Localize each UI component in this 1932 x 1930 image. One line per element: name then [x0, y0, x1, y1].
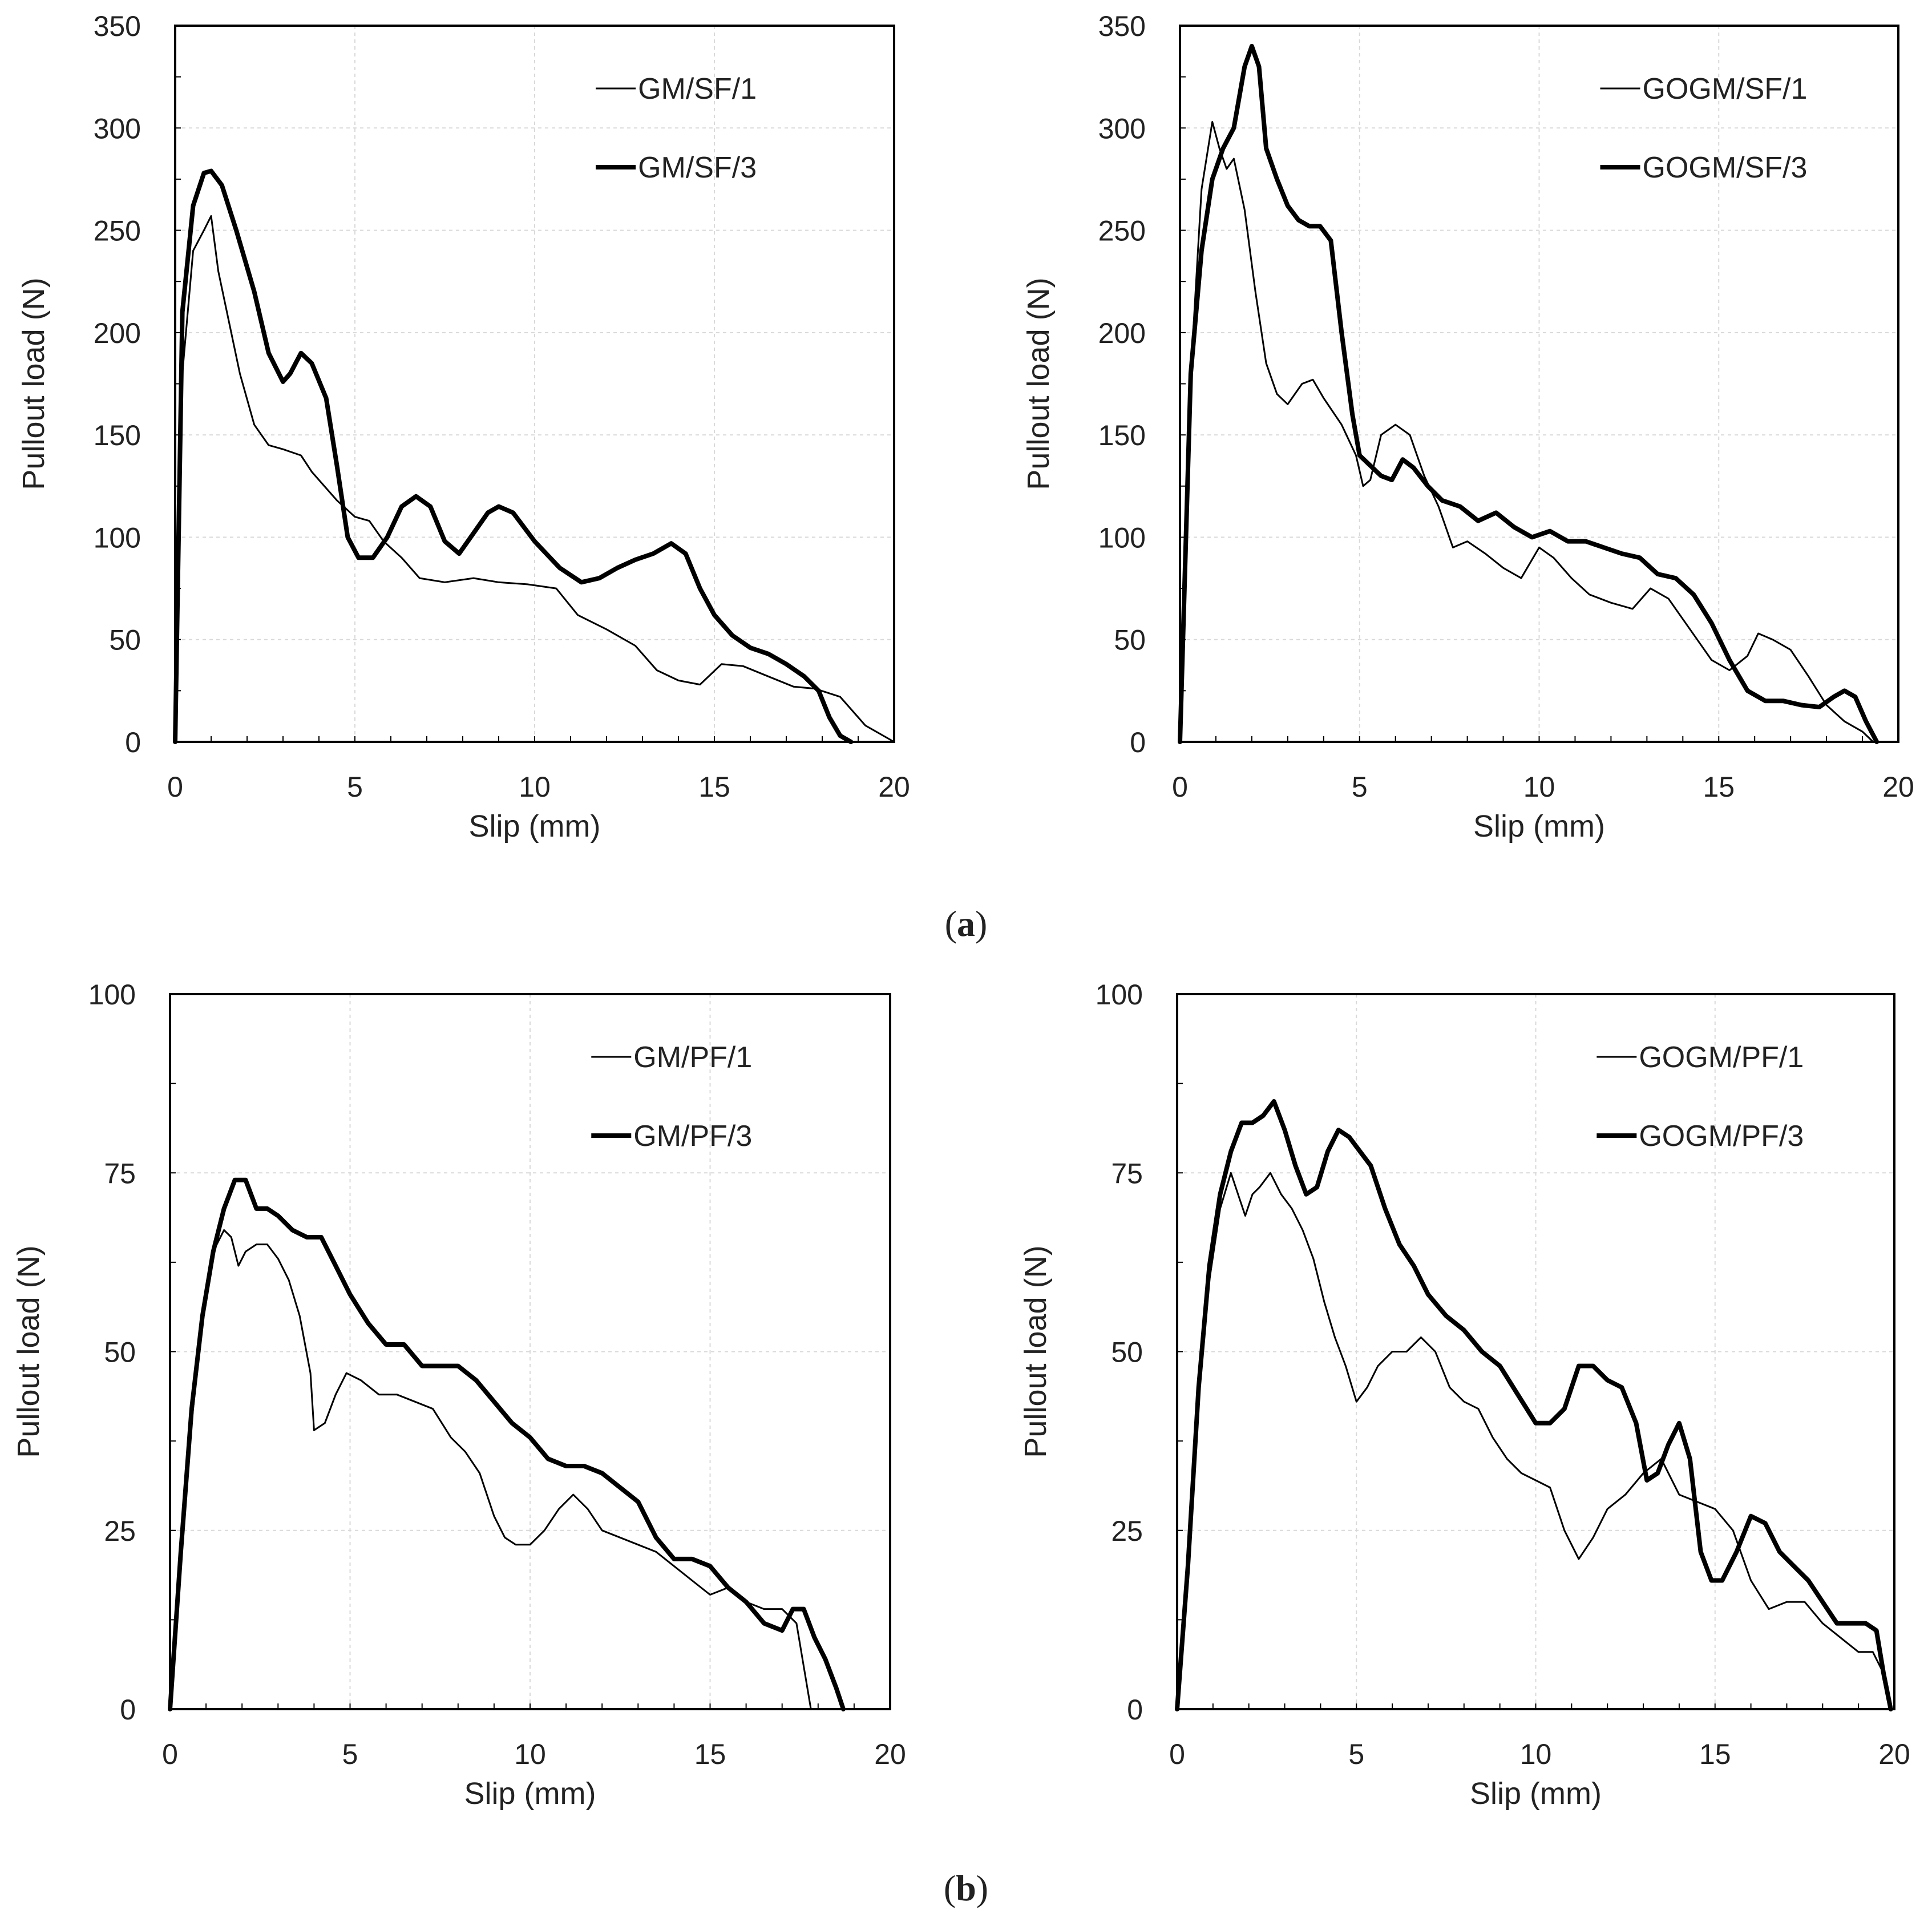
series-line-gogm-pf-1: [1176, 1172, 1892, 1710]
legend-label: GOGM/PF/1: [1639, 1041, 1804, 1074]
gridlines: [1180, 26, 1898, 742]
y-tick-label: 100: [88, 979, 136, 1011]
x-tick-label: 20: [874, 1738, 906, 1770]
y-tick-label: 350: [94, 10, 141, 42]
y-tick-label: 300: [1098, 112, 1146, 144]
x-axis-title: Slip (mm): [464, 1776, 596, 1811]
y-tick-label: 150: [94, 419, 141, 451]
y-tick-label: 100: [1098, 522, 1146, 554]
y-axis-title: Pullout load (N): [11, 1245, 46, 1457]
legend: GOGM/PF/1 GOGM/PF/3: [1596, 1041, 1804, 1153]
y-tick-label: 50: [109, 624, 141, 656]
legend-label: GOGM/PF/3: [1639, 1120, 1804, 1153]
series-line-gm-sf-1: [174, 215, 895, 743]
x-tick-label: 0: [162, 1738, 178, 1770]
x-tick-label: 10: [519, 771, 551, 803]
y-tick-label: 75: [104, 1157, 136, 1189]
x-tick-label: 0: [167, 771, 183, 803]
plot-frame: [1176, 993, 1895, 1710]
panel-label-close-paren: ): [976, 1868, 988, 1908]
y-axis-title: Pullout load (N): [1021, 277, 1056, 490]
y-tick-label: 50: [104, 1337, 136, 1368]
x-tick-label: 0: [1169, 1738, 1185, 1770]
legend-label: GM/SF/1: [638, 72, 757, 106]
x-tick-label: 5: [1352, 771, 1368, 803]
plot-frame: [1179, 25, 1899, 743]
x-tick-label: 15: [1703, 771, 1735, 803]
x-tick-label: 15: [1699, 1738, 1731, 1770]
panel-label-close-paren: ): [975, 903, 987, 944]
legend-label: GOGM/SF/3: [1643, 151, 1808, 184]
x-tick-label: 5: [342, 1738, 358, 1770]
x-axis-title: Slip (mm): [469, 809, 601, 843]
y-tick-label: 0: [120, 1694, 136, 1726]
y-tick-label: 200: [1098, 317, 1146, 349]
series-line-gm-pf-3: [168, 1177, 846, 1711]
y-tick-label: 50: [1114, 624, 1146, 656]
y-tick-label: 250: [1098, 215, 1146, 247]
y-tick-label: 0: [1130, 726, 1146, 758]
legend-label: GM/PF/3: [633, 1120, 752, 1153]
x-tick-label: 15: [694, 1738, 726, 1770]
y-tick-label: 25: [1111, 1515, 1143, 1547]
x-tick-label: 15: [698, 771, 730, 803]
panel-label-b: (b): [944, 1868, 988, 1908]
panel-label-letter: a: [957, 903, 975, 944]
x-tick-label: 10: [1520, 1738, 1552, 1770]
series-line-gogm-pf-3: [1175, 1099, 1893, 1711]
series-line-gm-pf-1: [169, 1229, 812, 1710]
chart-gm-pf: 0 5 10 15 20 0 25 50 75 100 Slip (mm) Pullout load …: [11, 979, 906, 1811]
gridlines: [175, 26, 894, 742]
legend-label: GM/PF/1: [633, 1041, 752, 1074]
x-tick-label: 5: [1348, 1738, 1364, 1770]
plot-frame: [174, 25, 895, 743]
x-tick-label: 0: [1172, 771, 1188, 803]
legend-label: GOGM/SF/1: [1643, 72, 1808, 106]
y-tick-label: 0: [125, 726, 141, 758]
x-axis-title: Slip (mm): [1470, 1776, 1602, 1811]
y-tick-label: 100: [1096, 979, 1143, 1011]
x-tick-label: 10: [514, 1738, 546, 1770]
y-tick-label: 50: [1111, 1337, 1143, 1368]
series-line-gogm-sf-3: [1178, 43, 1880, 744]
legend: GM/PF/1 GM/PF/3: [591, 1041, 752, 1153]
x-tick-label: 20: [1882, 771, 1914, 803]
y-tick-label: 150: [1098, 419, 1146, 451]
panel-label-open-paren: (: [945, 903, 957, 944]
legend-label: GM/SF/3: [638, 151, 757, 184]
gridlines: [170, 994, 890, 1709]
series-line-gm-sf-3: [173, 168, 854, 744]
y-tick-label: 250: [94, 215, 141, 247]
legend: GOGM/SF/1 GOGM/SF/3: [1600, 72, 1808, 184]
x-tick-label: 20: [878, 771, 910, 803]
y-tick-label: 350: [1098, 10, 1146, 42]
y-tick-label: 25: [104, 1515, 136, 1547]
plot-frame: [169, 993, 891, 1710]
gridlines: [1177, 994, 1894, 1709]
y-tick-label: 75: [1111, 1157, 1143, 1189]
x-axis-title: Slip (mm): [1473, 809, 1605, 843]
x-tick-label: 5: [347, 771, 363, 803]
legend: GM/SF/1 GM/SF/3: [596, 72, 757, 184]
panel-label-open-paren: (: [944, 1868, 956, 1908]
panel-label-letter: b: [956, 1868, 976, 1908]
y-axis-title: Pullout load (N): [17, 277, 51, 490]
y-tick-label: 0: [1127, 1694, 1143, 1726]
y-tick-label: 100: [94, 522, 141, 554]
x-tick-label: 10: [1523, 771, 1555, 803]
x-tick-label: 20: [1878, 1738, 1910, 1770]
chart-gogm-pf: 0 5 10 15 20 0 25 50 75 100 Slip (mm) Pullout load …: [1018, 979, 1910, 1811]
panel-label-a: (a): [945, 903, 988, 944]
y-tick-label: 300: [94, 112, 141, 144]
series-line-gogm-sf-1: [1179, 121, 1874, 743]
y-axis-title: Pullout load (N): [1018, 1245, 1053, 1457]
y-tick-label: 200: [94, 317, 141, 349]
